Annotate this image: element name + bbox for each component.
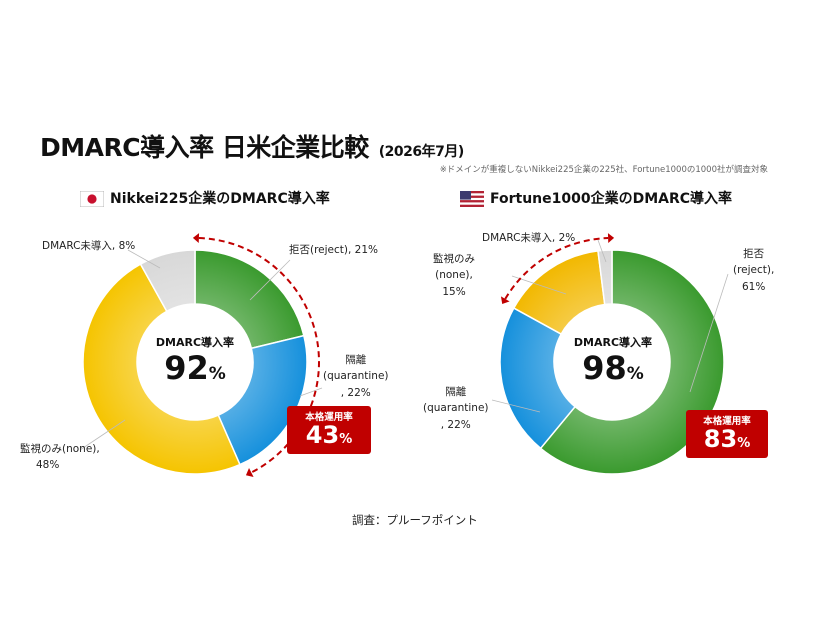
us-center-label: DMARC導入率 98% bbox=[564, 334, 662, 387]
jp-leader-quarantine bbox=[299, 387, 323, 397]
jp-leader-reject bbox=[249, 259, 291, 301]
jp-leader-unadopted bbox=[127, 249, 161, 269]
jp-label-reject: 拒否(reject), 21% bbox=[289, 242, 378, 258]
us-center-value: 98% bbox=[564, 350, 662, 387]
us-center-title: DMARC導入率 bbox=[573, 336, 653, 349]
jp-badge-label: 本格運用率 bbox=[305, 412, 353, 423]
us-badge-number: 83 bbox=[703, 425, 738, 453]
us-badge-value: 83% bbox=[686, 425, 768, 453]
jp-label-quarantine-line1: 隔離 bbox=[345, 354, 367, 366]
us-label-quarantine-line2: (quarantine) bbox=[423, 402, 489, 415]
us-slice-unadopted bbox=[597, 249, 613, 306]
page-title: DMARC導入率 日米企業比較 (2026年7月) bbox=[40, 128, 464, 164]
us-label-unadopted: DMARC未導入, 2% bbox=[482, 230, 575, 246]
us-full-adoption-arc bbox=[504, 237, 609, 300]
us-label-reject-line2: (reject), bbox=[733, 264, 775, 277]
japan-flag-icon bbox=[80, 191, 104, 207]
jp-badge-unit: % bbox=[339, 432, 353, 447]
jp-center-title: DMARC導入率 bbox=[155, 336, 235, 349]
us-slice-quarantine bbox=[499, 307, 577, 450]
us-leader-reject bbox=[689, 273, 729, 393]
us-label-reject-line1: 拒否 bbox=[743, 248, 765, 260]
us-badge-unit: % bbox=[737, 436, 751, 451]
us-label-quarantine: 隔離 (quarantine) , 22% bbox=[423, 384, 489, 433]
us-label-quarantine-line1: 隔離 bbox=[445, 386, 467, 398]
jp-label-unadopted: DMARC未導入, 8% bbox=[42, 238, 135, 254]
jp-label-quarantine-line3: , 22% bbox=[340, 386, 371, 399]
jp-full-adoption-arc bbox=[198, 237, 321, 474]
us-leader-quarantine bbox=[491, 399, 541, 413]
us-label-none-line1: 監視のみ bbox=[433, 253, 475, 265]
jp-center-label: DMARC導入率 92% bbox=[147, 334, 243, 387]
us-slice-reject bbox=[539, 249, 725, 475]
jp-slice-unadopted bbox=[139, 249, 196, 313]
us-chart-title: Fortune1000企業のDMARC導入率 bbox=[490, 191, 733, 207]
us-flag-icon bbox=[460, 191, 484, 207]
us-label-reject: 拒否 (reject), 61% bbox=[733, 246, 774, 295]
jp-label-none-line2: 48% bbox=[36, 459, 60, 472]
us-center-number: 98 bbox=[582, 349, 627, 387]
jp-label-quarantine-line2: (quarantine) bbox=[323, 370, 389, 383]
title-text: DMARC導入率 日米企業比較 bbox=[40, 133, 369, 162]
jp-badge-number: 43 bbox=[305, 421, 340, 449]
jp-arc-arrowhead-start bbox=[192, 233, 200, 244]
us-label-quarantine-line3: , 22% bbox=[440, 418, 471, 431]
us-chart-header: Fortune1000企業のDMARC導入率 bbox=[460, 188, 732, 208]
jp-center-value: 92% bbox=[147, 350, 243, 387]
jp-arc-arrowhead-end bbox=[245, 468, 254, 477]
jp-slice-quarantine bbox=[217, 334, 308, 466]
jp-label-reject-line: 拒否(reject), 21% bbox=[289, 244, 379, 256]
title-date: (2026年7月) bbox=[378, 144, 465, 160]
us-label-unadopted-line: DMARC未導入, 2% bbox=[482, 232, 576, 244]
us-arc-arrowhead-start bbox=[500, 296, 510, 305]
us-label-reject-line3: 61% bbox=[742, 280, 766, 293]
source-credit: 調査：プルーフポイント bbox=[352, 513, 478, 527]
us-leader-unadopted bbox=[597, 239, 607, 263]
us-label-none-line2: (none), bbox=[435, 269, 473, 282]
us-arc-arrowhead-end bbox=[607, 233, 615, 244]
us-full-adoption-badge: 本格運用率 83% bbox=[686, 410, 768, 458]
jp-label-quarantine: 隔離 (quarantine) , 22% bbox=[323, 352, 389, 401]
jp-label-unadopted-line: DMARC未導入, 8% bbox=[42, 240, 136, 252]
jp-leader-none bbox=[79, 419, 126, 451]
jp-label-none-line1: 監視のみ(none), bbox=[20, 443, 100, 455]
us-center-unit: % bbox=[626, 364, 644, 384]
jp-center-number: 92 bbox=[164, 349, 209, 387]
jp-chart-header: Nikkei225企業のDMARC導入率 bbox=[80, 188, 330, 208]
jp-center-unit: % bbox=[208, 364, 226, 384]
jp-chart-title: Nikkei225企業のDMARC導入率 bbox=[110, 191, 330, 207]
us-label-none-line3: 15% bbox=[442, 285, 466, 298]
us-badge-label: 本格運用率 bbox=[703, 416, 751, 427]
us-label-none: 監視のみ (none), 15% bbox=[433, 251, 475, 300]
jp-label-none: 監視のみ(none), 48% bbox=[20, 441, 100, 474]
survey-note: ※ドメインが重複しないNikkei225企業の225社、Fortune1000の… bbox=[439, 165, 768, 175]
jp-badge-value: 43% bbox=[287, 421, 371, 449]
jp-full-adoption-badge: 本格運用率 43% bbox=[287, 406, 371, 454]
